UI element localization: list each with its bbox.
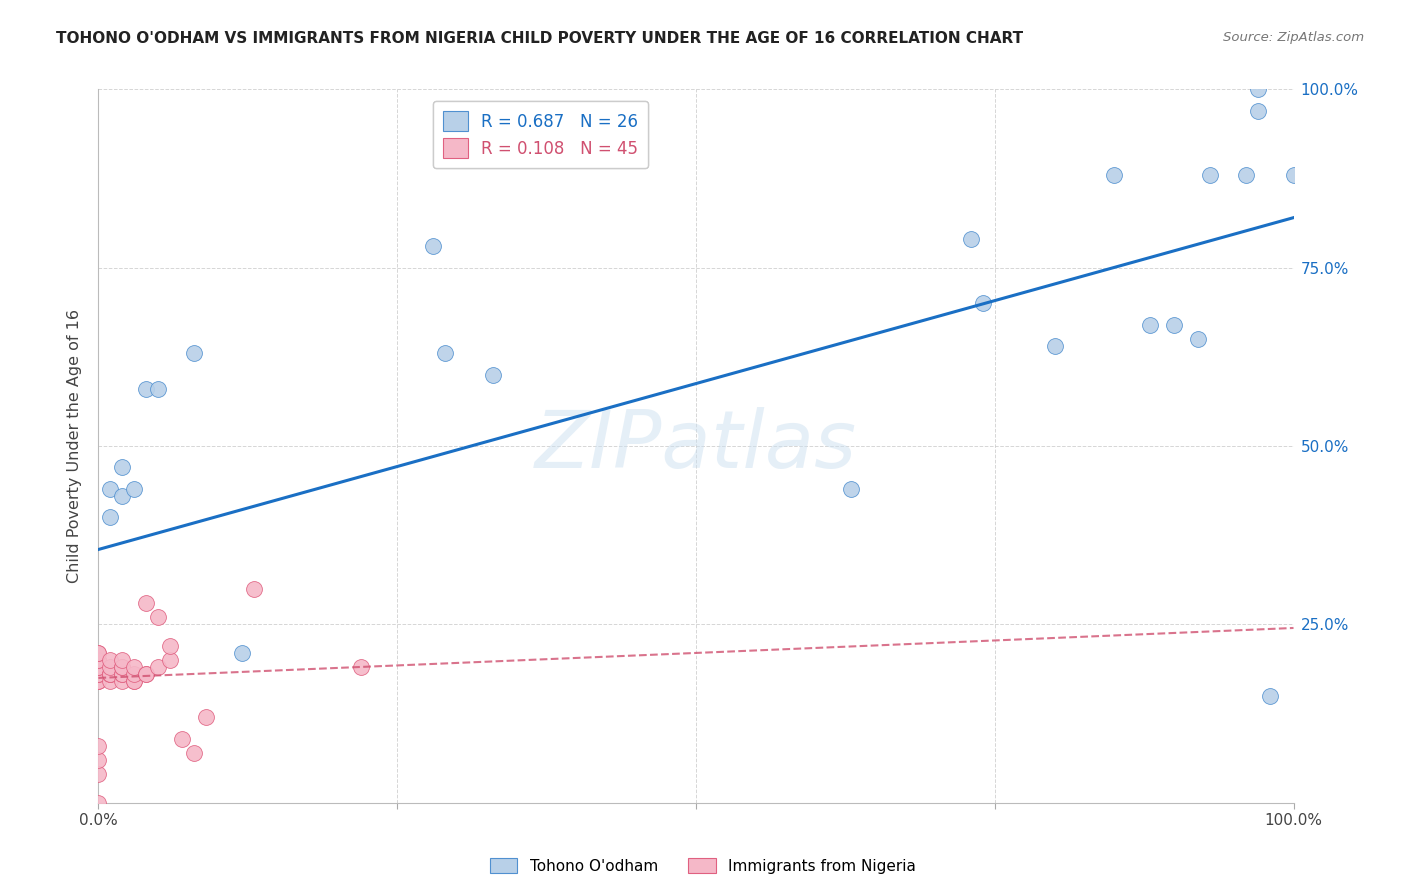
Point xyxy=(87,660,110,674)
Point xyxy=(183,746,205,760)
Point xyxy=(87,646,110,660)
Point xyxy=(481,368,505,382)
Point xyxy=(243,582,266,596)
Point xyxy=(87,646,110,660)
Point xyxy=(87,667,110,681)
Point xyxy=(87,739,110,753)
Point xyxy=(87,674,110,689)
Point xyxy=(1234,168,1257,182)
Point xyxy=(159,639,181,653)
Point xyxy=(87,667,110,681)
Point xyxy=(98,667,122,681)
Text: ZIPatlas: ZIPatlas xyxy=(534,407,858,485)
Point xyxy=(124,667,146,681)
Point xyxy=(1163,318,1185,332)
Point xyxy=(87,653,110,667)
Point xyxy=(135,667,157,681)
Legend: Tohono O'odham, Immigrants from Nigeria: Tohono O'odham, Immigrants from Nigeria xyxy=(484,852,922,880)
Point xyxy=(841,482,863,496)
Point xyxy=(98,674,122,689)
Point xyxy=(148,660,170,674)
Text: TOHONO O'ODHAM VS IMMIGRANTS FROM NIGERIA CHILD POVERTY UNDER THE AGE OF 16 CORR: TOHONO O'ODHAM VS IMMIGRANTS FROM NIGERI… xyxy=(56,31,1024,46)
Point xyxy=(87,660,110,674)
Point xyxy=(87,796,110,810)
Point xyxy=(148,382,170,396)
Point xyxy=(87,660,110,674)
Point xyxy=(111,489,134,503)
Point xyxy=(98,660,122,674)
Point xyxy=(1198,168,1220,182)
Point xyxy=(98,482,122,496)
Point xyxy=(111,460,134,475)
Point xyxy=(959,232,981,246)
Point xyxy=(1139,318,1161,332)
Point xyxy=(98,667,122,681)
Point xyxy=(98,667,122,681)
Point xyxy=(87,674,110,689)
Point xyxy=(87,653,110,667)
Point xyxy=(87,674,110,689)
Point xyxy=(87,753,110,767)
Point xyxy=(124,674,146,689)
Point xyxy=(111,667,134,681)
Point xyxy=(87,767,110,781)
Point xyxy=(422,239,444,253)
Point xyxy=(135,596,157,610)
Point xyxy=(1102,168,1125,182)
Point xyxy=(135,667,157,681)
Text: Source: ZipAtlas.com: Source: ZipAtlas.com xyxy=(1223,31,1364,45)
Point xyxy=(172,731,194,746)
Point xyxy=(98,510,122,524)
Point xyxy=(1187,332,1209,346)
Point xyxy=(183,346,205,360)
Point xyxy=(972,296,994,310)
Point xyxy=(98,653,122,667)
Point xyxy=(87,667,110,681)
Point xyxy=(111,667,134,681)
Point xyxy=(159,653,181,667)
Point xyxy=(194,710,218,724)
Y-axis label: Child Poverty Under the Age of 16: Child Poverty Under the Age of 16 xyxy=(67,309,83,583)
Point xyxy=(1246,82,1268,96)
Legend: R = 0.687   N = 26, R = 0.108   N = 45: R = 0.687 N = 26, R = 0.108 N = 45 xyxy=(433,101,648,169)
Point xyxy=(111,674,134,689)
Point xyxy=(148,610,170,624)
Point xyxy=(124,674,146,689)
Point xyxy=(231,646,253,660)
Point xyxy=(124,482,146,496)
Point xyxy=(1282,168,1305,182)
Point xyxy=(111,653,134,667)
Point xyxy=(1246,103,1268,118)
Point xyxy=(111,660,134,674)
Point xyxy=(1043,339,1066,353)
Point xyxy=(350,660,373,674)
Point xyxy=(124,660,146,674)
Point xyxy=(433,346,456,360)
Point xyxy=(1258,689,1281,703)
Point xyxy=(111,660,134,674)
Point xyxy=(135,382,157,396)
